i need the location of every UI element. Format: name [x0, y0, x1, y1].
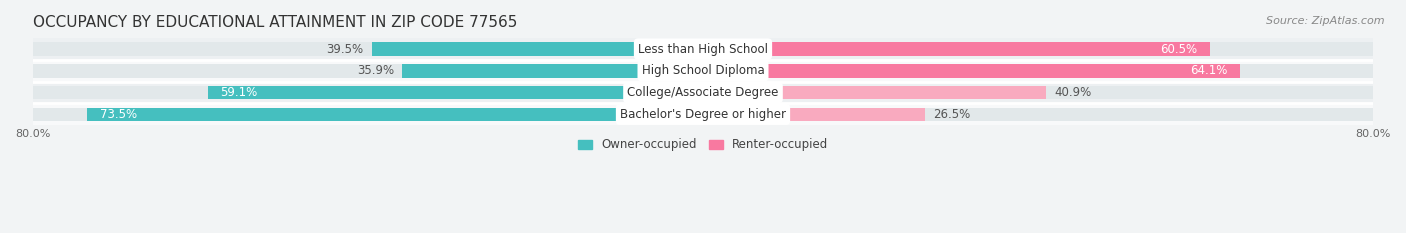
- Bar: [32, 86, 703, 99]
- Text: 40.9%: 40.9%: [1054, 86, 1091, 99]
- Bar: [32, 103, 1374, 125]
- Text: 59.1%: 59.1%: [221, 86, 257, 99]
- Bar: [208, 86, 703, 99]
- Bar: [373, 42, 703, 56]
- Bar: [703, 86, 1374, 99]
- Bar: [703, 64, 1240, 78]
- Bar: [402, 64, 703, 78]
- Text: Bachelor's Degree or higher: Bachelor's Degree or higher: [620, 108, 786, 121]
- Bar: [32, 108, 703, 121]
- Text: College/Associate Degree: College/Associate Degree: [627, 86, 779, 99]
- Bar: [703, 108, 1374, 121]
- Text: 60.5%: 60.5%: [1160, 42, 1198, 55]
- Bar: [703, 64, 1374, 78]
- Text: Less than High School: Less than High School: [638, 42, 768, 55]
- Bar: [32, 82, 1374, 103]
- Text: 26.5%: 26.5%: [934, 108, 970, 121]
- Bar: [703, 108, 925, 121]
- Bar: [703, 86, 1046, 99]
- Text: 35.9%: 35.9%: [357, 64, 394, 77]
- Bar: [32, 60, 1374, 82]
- Legend: Owner-occupied, Renter-occupied: Owner-occupied, Renter-occupied: [572, 134, 834, 156]
- Bar: [87, 108, 703, 121]
- Bar: [32, 42, 703, 56]
- Text: 39.5%: 39.5%: [326, 42, 364, 55]
- Bar: [703, 42, 1211, 56]
- Text: Source: ZipAtlas.com: Source: ZipAtlas.com: [1267, 16, 1385, 26]
- Bar: [32, 64, 703, 78]
- Text: 64.1%: 64.1%: [1189, 64, 1227, 77]
- Bar: [703, 42, 1374, 56]
- Bar: [32, 38, 1374, 60]
- Text: High School Diploma: High School Diploma: [641, 64, 765, 77]
- Text: 73.5%: 73.5%: [100, 108, 136, 121]
- Text: OCCUPANCY BY EDUCATIONAL ATTAINMENT IN ZIP CODE 77565: OCCUPANCY BY EDUCATIONAL ATTAINMENT IN Z…: [32, 15, 517, 30]
